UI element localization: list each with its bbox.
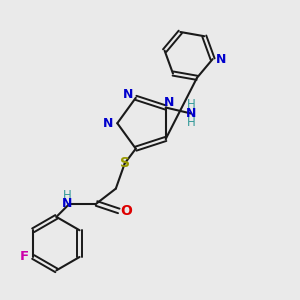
- Text: N: N: [103, 117, 114, 130]
- Text: N: N: [164, 96, 174, 109]
- Text: N: N: [216, 52, 227, 66]
- Text: H: H: [187, 98, 195, 111]
- Text: F: F: [20, 250, 29, 263]
- Text: H: H: [62, 189, 71, 202]
- Text: N: N: [186, 107, 196, 120]
- Text: N: N: [61, 197, 72, 210]
- Text: N: N: [123, 88, 134, 101]
- Text: H: H: [187, 116, 195, 129]
- Text: O: O: [120, 204, 132, 218]
- Text: S: S: [120, 156, 130, 170]
